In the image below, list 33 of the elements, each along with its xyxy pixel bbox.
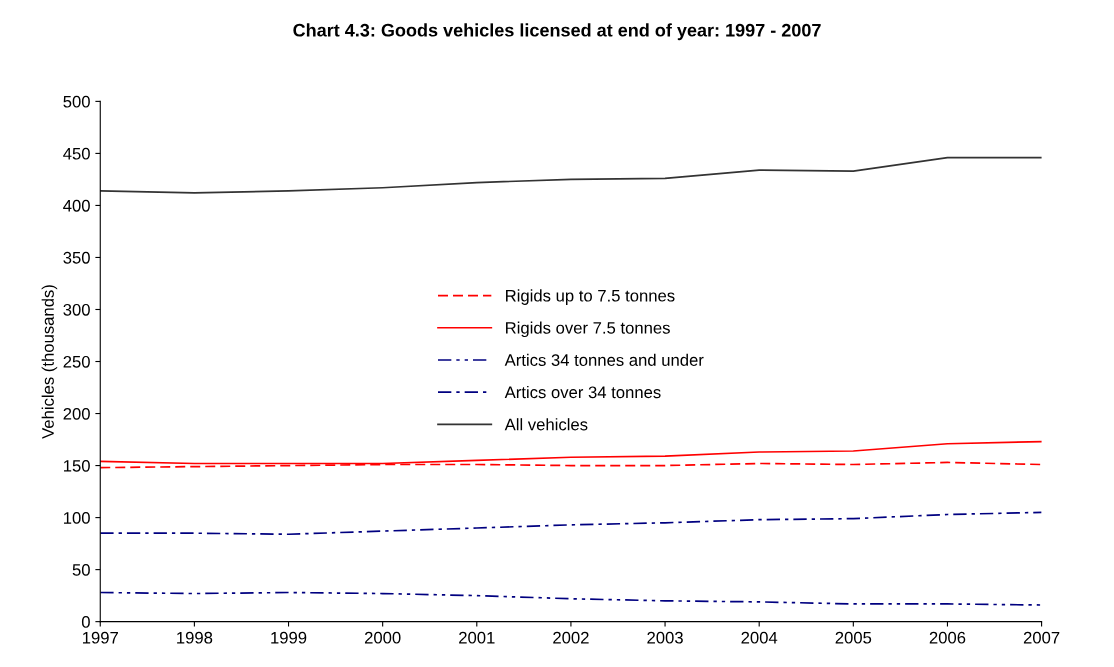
x-tick-label: 2001 xyxy=(459,631,495,644)
x-tick-label: 1997 xyxy=(82,631,118,644)
y-tick-label: 50 xyxy=(72,564,90,576)
x-tick-label: 2005 xyxy=(835,631,872,644)
x-tick-label: 2003 xyxy=(647,631,683,644)
legend-label: All vehicles xyxy=(504,418,588,431)
legend-label: Rigids over 7.5 tonnes xyxy=(506,321,670,338)
y-tick-label: 150 xyxy=(64,459,90,472)
y-tick-label: 350 xyxy=(63,251,90,264)
line-series xyxy=(100,440,1042,465)
x-tick-label: 1999 xyxy=(271,631,307,644)
y-tick-label: 500 xyxy=(63,95,90,108)
y-tick-label: 100 xyxy=(64,511,90,524)
y-axis-title: Vehicles (thousands) xyxy=(41,285,58,439)
legend-label: Rigids up to 7.5 tonnes xyxy=(506,289,675,305)
line-series xyxy=(100,591,1042,606)
x-tick-label: 2006 xyxy=(929,631,966,644)
y-tick-label: 200 xyxy=(63,407,90,420)
x-tick-label: 2000 xyxy=(364,631,401,644)
legend-label: Artics 34 tonnes and under xyxy=(504,353,704,366)
line-series xyxy=(100,511,1042,536)
y-tick-label: 400 xyxy=(63,199,90,212)
y-tick-label: 450 xyxy=(63,147,90,160)
legend-label: Artics over 34 tonnes xyxy=(504,385,661,399)
y-tick-label: 300 xyxy=(63,303,90,316)
x-tick-label: 1998 xyxy=(177,631,213,644)
chart-title: Chart 4.3: Goods vehicles licensed at end of year: 1997 - 2007 xyxy=(293,23,821,41)
line-series xyxy=(100,156,1042,194)
y-tick-label: 250 xyxy=(63,355,90,368)
x-tick-label: 2007 xyxy=(1023,631,1060,644)
x-tick-label: 2004 xyxy=(741,631,778,644)
x-tick-label: 2002 xyxy=(553,631,589,644)
y-tick-label: 0 xyxy=(81,616,90,628)
